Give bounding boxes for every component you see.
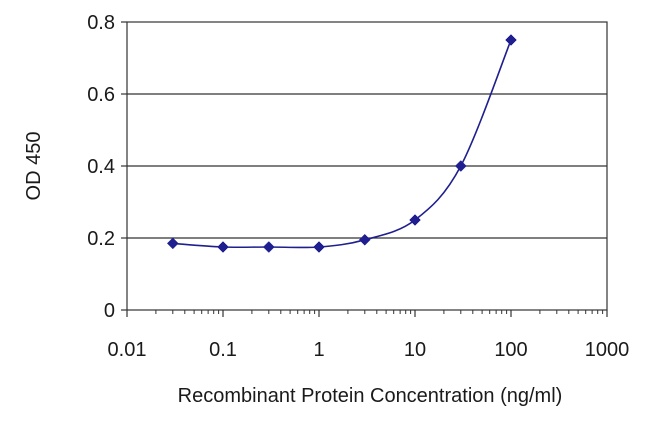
y-tick-label: 0.2	[87, 228, 115, 250]
x-axis-label: Recombinant Protein Concentration (ng/ml…	[178, 385, 563, 407]
data-point-3	[313, 241, 325, 253]
data-point-0	[166, 237, 179, 250]
data-point-2	[262, 241, 275, 253]
x-tick-label: 1000	[585, 339, 630, 361]
x-tick-label: 10	[404, 339, 426, 361]
x-tick-label: 100	[494, 339, 527, 361]
data-point-5	[409, 214, 421, 226]
y-tick-label: 0.8	[87, 12, 115, 34]
x-tick-label: 0.01	[108, 339, 147, 361]
x-tick-label: 0.1	[209, 339, 237, 361]
y-tick-label: 0.6	[87, 84, 115, 106]
data-point-4	[358, 233, 371, 246]
data-point-7	[505, 34, 517, 46]
data-point-1	[217, 241, 229, 253]
x-axis-ticks: 0.01 0.1 1 10 100 1000	[108, 310, 630, 361]
y-tick-label: 0.4	[87, 156, 115, 178]
y-axis-label: OD 450	[23, 132, 45, 201]
x-tick-label: 1	[313, 339, 324, 361]
series-group	[166, 34, 517, 253]
data-point-6	[454, 160, 467, 172]
y-axis-ticks: 0 0.2 0.4 0.6 0.8	[87, 12, 127, 322]
series-line-0	[172, 39, 512, 249]
y-tick-label: 0	[104, 300, 115, 322]
